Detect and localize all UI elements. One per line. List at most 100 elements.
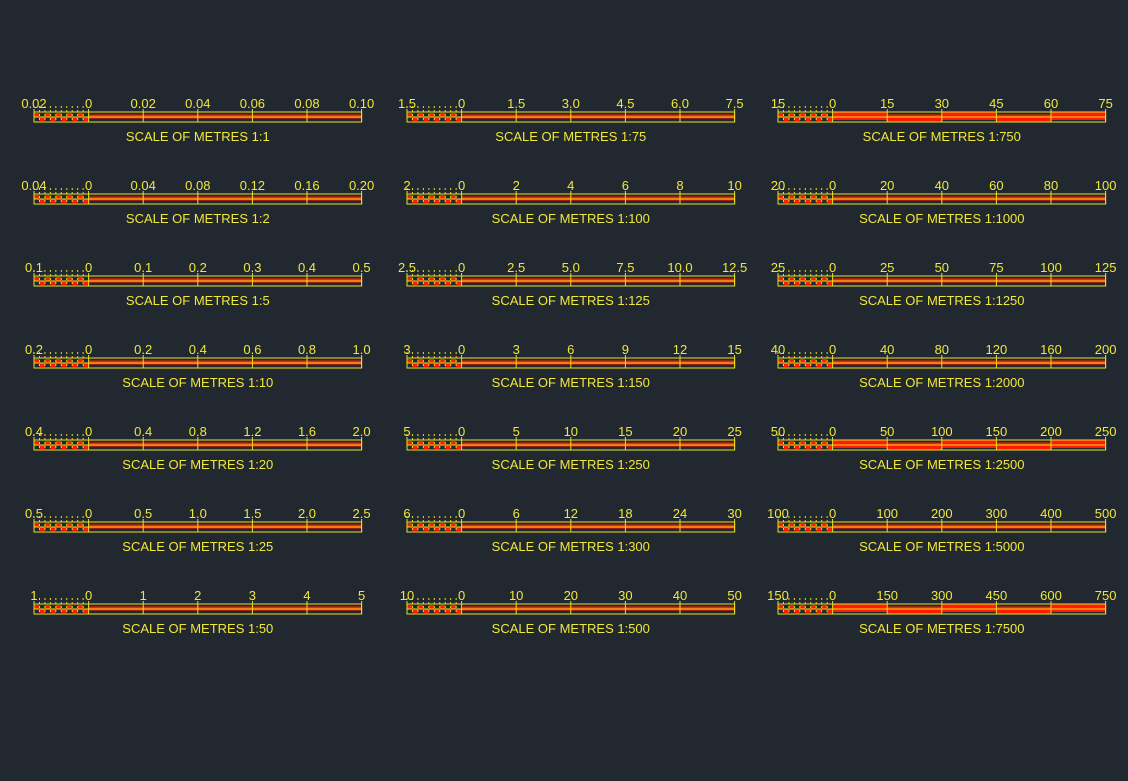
subdivision-fill: [788, 113, 795, 117]
tick-label: 15: [771, 96, 785, 111]
subdivision-fill: [456, 609, 462, 613]
tick-label: 250: [1095, 424, 1117, 439]
subdivision-fill: [407, 441, 413, 445]
subdivision-fill: [407, 359, 413, 363]
subdivision-fill: [778, 359, 784, 363]
tick-label: 20: [673, 424, 687, 439]
tick-label: 60: [1044, 96, 1058, 111]
tick-label: 0: [829, 96, 836, 111]
scale-segment-fill: [941, 604, 997, 612]
subdivision-fill: [827, 117, 833, 121]
subdivision-fill: [439, 523, 446, 527]
tick-label: 0.8: [189, 424, 207, 439]
subdivision-fill: [816, 609, 822, 613]
subdivision-fill: [821, 441, 828, 445]
scale-bar: 0.02 0 0.02 0.04 0.06 0.08 0.10 SCALE OF METRES…: [21, 96, 374, 144]
scale-bar: 0.04 0 0.04 0.08 0.12 0.16 0.20 SCALE OF METRES…: [21, 178, 374, 226]
subdivision-fill: [445, 445, 451, 449]
subdivision-fill: [77, 195, 84, 199]
tick-label: 4.5: [616, 96, 634, 111]
tick-label: 2: [403, 178, 410, 193]
tick-label: 12: [673, 342, 687, 357]
subdivision-fill: [44, 359, 51, 363]
tick-label: 3: [249, 588, 256, 603]
tick-label: 25: [727, 424, 741, 439]
scale-segment-fill: [996, 114, 1051, 122]
scale-caption: SCALE OF METRES 1:100: [492, 211, 650, 226]
scale-bar: 0.4 0 0.4 0.8 1.2 1.6 2.0 SCALE OF METRES 1:20: [25, 424, 371, 472]
subdivision-fill: [816, 527, 822, 531]
subdivision-fill: [456, 527, 462, 531]
tick-label: 100: [876, 506, 898, 521]
scale-caption: SCALE OF METRES 1:1: [126, 129, 270, 144]
tick-label: 6: [513, 506, 520, 521]
tick-label: 1.2: [243, 424, 261, 439]
subdivision-fill: [778, 277, 784, 281]
subdivision-fill: [83, 363, 89, 367]
tick-label: 1: [140, 588, 147, 603]
subdivision-fill: [77, 605, 84, 609]
tick-label: 20: [771, 178, 785, 193]
subdivision-fill: [44, 605, 51, 609]
subdivision-fill: [810, 195, 817, 199]
tick-label: 0: [829, 260, 836, 275]
subdivision-fill: [821, 523, 828, 527]
scale-bar: 25 0 25 50 75 100 125 SCALE OF METRES 1:1250: [771, 260, 1117, 308]
subdivision-fill: [445, 281, 451, 285]
tick-label: 750: [1095, 588, 1117, 603]
subdivision-fill: [34, 605, 40, 609]
tick-label: 10.0: [667, 260, 692, 275]
subdivision-fill: [417, 277, 424, 281]
subdivision-fill: [783, 609, 789, 613]
tick-label: 0: [85, 506, 92, 521]
subdivision-fill: [827, 445, 833, 449]
subdivision-fill: [44, 277, 51, 281]
subdivision-fill: [816, 445, 822, 449]
scale-bar: 3 0 3 6 9 12 15 SCALE OF METRES 1:150: [403, 342, 741, 390]
tick-label: 4: [303, 588, 310, 603]
subdivision-fill: [821, 113, 828, 117]
tick-label: 1.6: [298, 424, 316, 439]
subdivision-fill: [66, 523, 73, 527]
subdivision-fill: [778, 113, 784, 117]
tick-label: 1: [30, 588, 37, 603]
tick-label: 40: [771, 342, 785, 357]
subdivision-fill: [783, 363, 789, 367]
subdivision-fill: [805, 527, 811, 531]
subdivision-fill: [83, 281, 89, 285]
tick-label: 15: [618, 424, 632, 439]
subdivision-fill: [456, 363, 462, 367]
subdivision-fill: [407, 113, 413, 117]
subdivision-fill: [445, 527, 451, 531]
scale-caption: SCALE OF METRES 1:300: [492, 539, 650, 554]
scale-caption: SCALE OF METRES 1:500: [492, 621, 650, 636]
subdivision-fill: [439, 605, 446, 609]
subdivision-fill: [39, 199, 45, 203]
subdivision-fill: [423, 363, 429, 367]
tick-label: 30: [935, 96, 949, 111]
subdivision-fill: [783, 199, 789, 203]
tick-label: 150: [876, 588, 898, 603]
subdivision-fill: [66, 359, 73, 363]
subdivision-fill: [434, 117, 440, 121]
tick-label: 50: [880, 424, 894, 439]
subdivision-fill: [34, 441, 40, 445]
tick-label: 100: [767, 506, 789, 521]
tick-label: 0: [85, 178, 92, 193]
subdivision-fill: [61, 527, 67, 531]
tick-label: 7.5: [616, 260, 634, 275]
subdivision-fill: [428, 113, 435, 117]
scale-bar: 1.5 0 1.5 3.0 4.5 6.0 7.5 SCALE OF METRES 1:75: [398, 96, 744, 144]
tick-label: 0: [458, 96, 465, 111]
subdivision-fill: [428, 359, 435, 363]
subdivision-fill: [788, 441, 795, 445]
tick-label: 125: [1095, 260, 1117, 275]
subdivision-fill: [50, 199, 56, 203]
tick-label: 200: [1095, 342, 1117, 357]
tick-label: 400: [1040, 506, 1062, 521]
subdivision-fill: [55, 359, 62, 363]
tick-label: 7.5: [726, 96, 744, 111]
tick-label: 0: [458, 506, 465, 521]
tick-label: 50: [771, 424, 785, 439]
subdivision-fill: [50, 609, 56, 613]
